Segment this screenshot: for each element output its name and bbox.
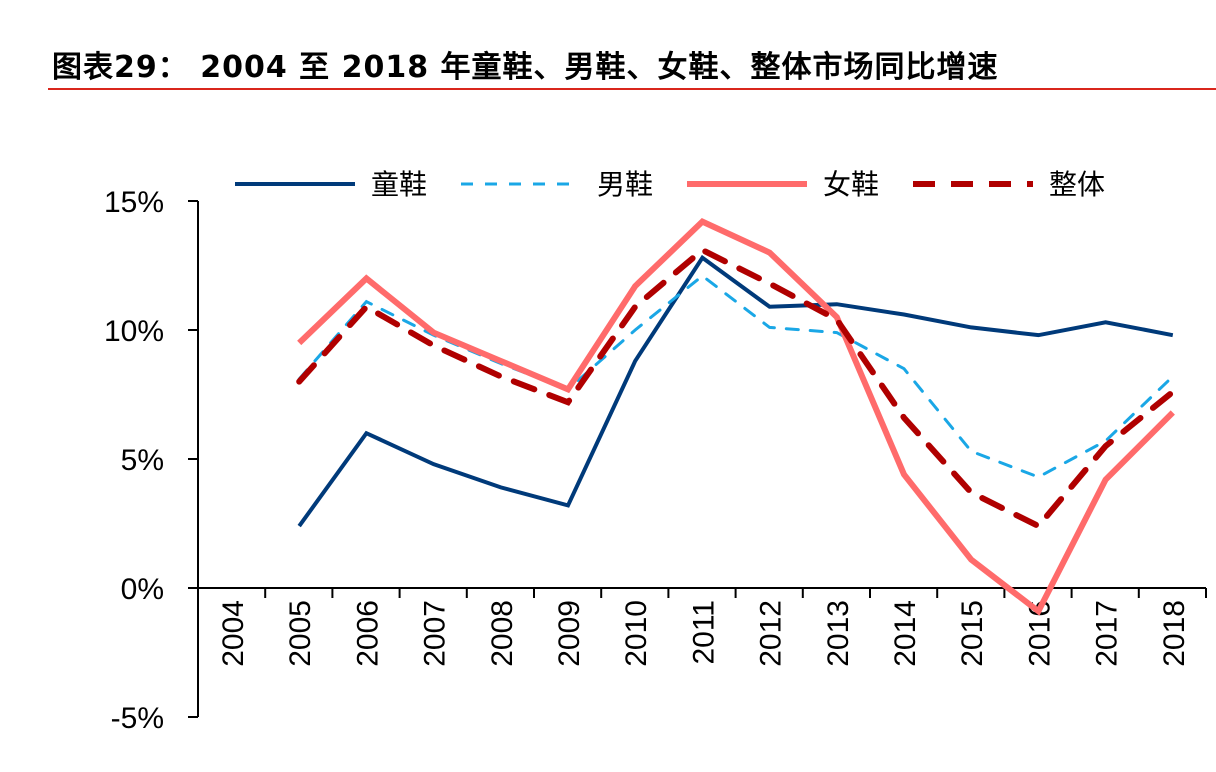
x-tick-label: 2007 — [419, 600, 452, 667]
x-tick-label: 2005 — [284, 600, 317, 667]
legend-label: 男鞋 — [597, 168, 653, 201]
x-tick-label: 2015 — [956, 600, 989, 667]
chart-title: 图表29： 2004 至 2018 年童鞋、男鞋、女鞋、整体市场同比增速 — [52, 50, 999, 85]
x-tick-label: 2011 — [687, 600, 720, 665]
legend-label: 女鞋 — [823, 168, 879, 201]
x-tick-label: 2004 — [217, 600, 250, 667]
x-tick-label: 2014 — [889, 600, 922, 667]
y-tick-label: 0% — [121, 573, 164, 606]
x-tick-label: 2017 — [1091, 600, 1124, 667]
series-line-3 — [296, 246, 1176, 530]
legend-label: 整体 — [1049, 168, 1105, 201]
y-tick-label: 10% — [104, 315, 164, 348]
x-tick-label: 2009 — [553, 600, 586, 667]
legend-label: 童鞋 — [371, 168, 427, 201]
series-line-1 — [297, 273, 1175, 479]
x-tick-label: 2018 — [1158, 600, 1191, 667]
x-tick-label: 2008 — [486, 600, 519, 667]
y-tick-label: 15% — [104, 186, 164, 219]
series-line-2 — [297, 218, 1175, 616]
y-tick-label: 5% — [121, 444, 164, 477]
x-tick-label: 2012 — [755, 600, 788, 667]
y-tick-label: -5% — [111, 702, 164, 735]
x-tick-label: 2010 — [620, 600, 653, 667]
x-tick-label: 2006 — [351, 600, 384, 667]
series-line-0 — [297, 254, 1174, 528]
title-divider — [48, 88, 1216, 90]
x-tick-label: 2013 — [822, 600, 855, 667]
